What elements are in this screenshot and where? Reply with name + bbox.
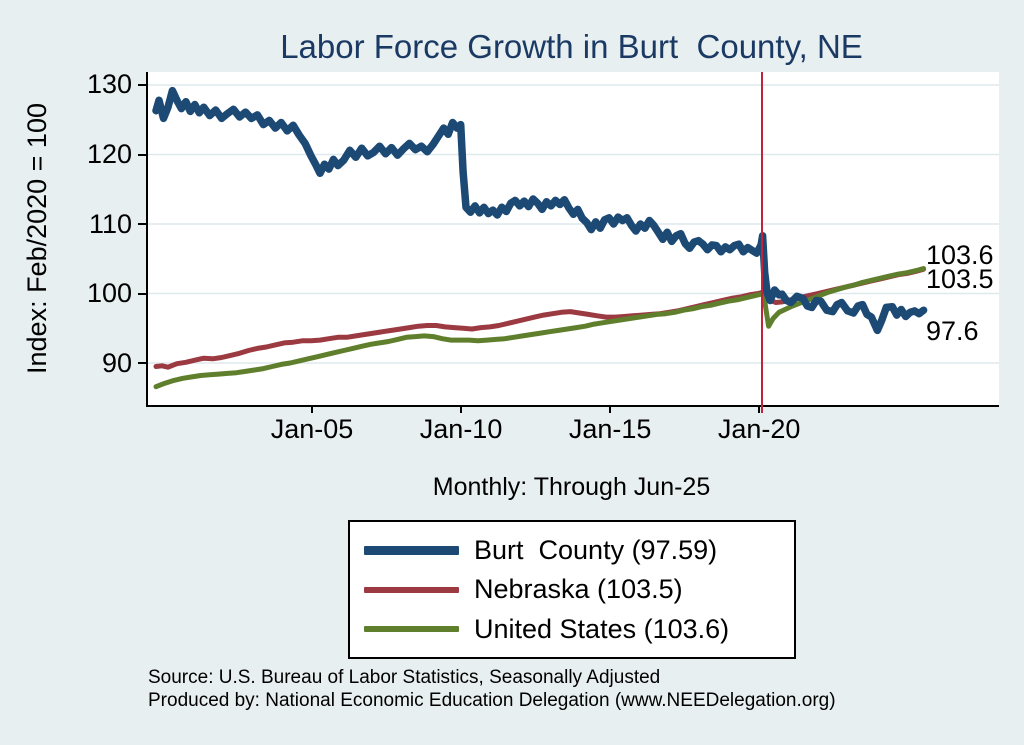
legend-row-nebraska: Nebraska (103.5) (350, 574, 794, 605)
end-label-103.6: 103.6 (926, 240, 994, 270)
reference-line-feb-2020 (760, 72, 764, 413)
y-tick-100 (138, 292, 146, 295)
y-tick-label-100: 100 (86, 278, 132, 308)
legend-label: Nebraska (103.5) (474, 574, 683, 604)
produced-by-line: Produced by: National Economic Education… (148, 690, 836, 711)
y-tick-label-120: 120 (86, 139, 132, 169)
x-tick-label-Jan-10: Jan-10 (419, 414, 503, 444)
legend-row-united: United States (103.6) (350, 614, 794, 645)
x-tick-label-Jan-20: Jan-20 (717, 414, 801, 444)
x-axis-subtitle: Monthly: Through Jun-25 (432, 473, 711, 501)
x-tick-Jan-10 (460, 405, 463, 413)
legend-label: Burt County (97.59) (474, 534, 718, 565)
y-tick-120 (138, 153, 146, 156)
source-line: Source: U.S. Bureau of Labor Statistics,… (148, 667, 661, 688)
chart-canvas (148, 84, 999, 390)
series-line-united-states (153, 266, 927, 390)
end-label-103.5: 103.5 (926, 264, 994, 294)
legend-label: United States (103.6) (474, 613, 730, 644)
x-tick-Jan-05 (311, 405, 314, 413)
x-tick-label-Jan-15: Jan-15 (568, 414, 652, 444)
y-tick-label-110: 110 (88, 208, 132, 239)
end-label-97.6: 97.6 (926, 316, 979, 346)
y-tick-110 (138, 223, 146, 225)
x-tick-label-Jan-05: Jan-05 (270, 414, 354, 444)
y-tick-label-130: 130 (86, 69, 132, 100)
y-tick-90 (138, 362, 146, 365)
legend-line-swatch (364, 545, 459, 555)
chart-title: Labor Force Growth in Burt County, NE (280, 28, 863, 65)
legend-row-burt: Burt County (97.59) (350, 535, 794, 566)
series-line-nebraska (153, 266, 927, 370)
legend-line-swatch (364, 626, 459, 632)
legend-box: Burt County (97.59) Nebraska (103.5) Unite… (348, 520, 796, 659)
y-tick-130 (138, 83, 146, 86)
y-tick-label-90: 90 (101, 347, 132, 378)
x-tick-Jan-15 (609, 405, 612, 413)
x-tick-Jan-20 (758, 405, 761, 413)
legend-line-swatch (364, 586, 459, 593)
plot-area (146, 72, 999, 407)
y-axis-title-wrap: Index: Feb/2020 = 100 (8, 72, 66, 405)
source-notes: Source: U.S. Bureau of Labor Statistics,… (148, 666, 836, 712)
y-axis-title: Index: Feb/2020 = 100 (21, 103, 52, 374)
series-line-burt-county (152, 86, 928, 335)
